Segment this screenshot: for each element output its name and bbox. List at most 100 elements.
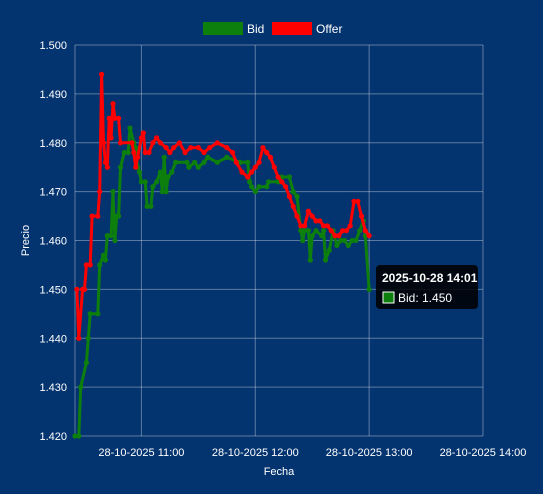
data-point-offer [279, 179, 285, 185]
data-point-offer [286, 193, 292, 200]
data-point-bid [264, 184, 270, 190]
data-point-offer [347, 223, 353, 229]
data-point-bid [163, 189, 169, 195]
data-point-bid [192, 159, 198, 165]
data-point-offer [140, 130, 146, 136]
data-point-bid [142, 179, 148, 185]
data-point-bid [165, 174, 171, 180]
data-point-bid [159, 189, 165, 195]
data-point-offer [102, 159, 108, 165]
data-point-offer [256, 159, 262, 165]
data-point-offer [207, 145, 213, 151]
data-point-bid [349, 237, 355, 244]
data-point-bid [326, 247, 332, 253]
data-point-bid [266, 179, 272, 185]
data-point-bid [148, 203, 154, 209]
data-point-offer [355, 198, 361, 204]
data-point-bid [205, 154, 211, 160]
data-point-bid [307, 257, 313, 263]
data-point-offer [117, 140, 124, 146]
data-point-offer [245, 174, 251, 180]
x-tick-label: 28-10-2025 11:00 [98, 447, 184, 459]
data-point-bid [157, 169, 163, 175]
data-point-bid [138, 179, 144, 185]
data-point-offer [224, 145, 230, 151]
data-point-bid [85, 335, 91, 341]
legend-swatch-offer [272, 22, 312, 35]
data-point-bid [294, 193, 300, 200]
y-tick-label: 1.470 [39, 187, 67, 199]
series-line-offer [75, 72, 371, 340]
y-tick-label: 1.490 [39, 89, 67, 101]
data-point-bid [309, 233, 315, 239]
data-point-offer [76, 335, 82, 341]
data-point-offer [100, 140, 107, 146]
data-point-bid [319, 233, 325, 239]
data-point-bid [256, 184, 262, 190]
data-point-offer [106, 115, 112, 121]
data-point-offer [275, 174, 281, 180]
data-point-offer [150, 140, 156, 146]
data-point-bid [353, 237, 359, 244]
data-point-bid [290, 189, 296, 195]
data-point-offer [163, 145, 169, 151]
data-point-bid [357, 228, 363, 234]
legend-label-offer: Offer [316, 22, 342, 36]
data-point-bid [112, 237, 118, 244]
data-point-offer [157, 140, 163, 146]
data-point-bid [110, 189, 116, 195]
data-point-bid [121, 149, 127, 156]
data-point-bid [338, 237, 344, 244]
data-point-bid [150, 184, 156, 190]
data-point-bid [184, 159, 190, 165]
data-point-offer [321, 223, 327, 229]
data-point-bid [322, 257, 329, 263]
data-point-offer [176, 140, 182, 146]
data-point-offer [239, 169, 245, 175]
data-point-bid [302, 228, 308, 234]
y-tick-label: 1.430 [39, 382, 67, 394]
y-axis-title: Precio [20, 225, 32, 256]
data-point-bid [97, 262, 103, 268]
data-point-offer [358, 213, 365, 219]
data-point-offer [267, 154, 274, 160]
y-tick-label: 1.450 [39, 284, 67, 296]
data-point-bid [83, 360, 89, 366]
data-point-bid [252, 189, 258, 195]
data-point-bid [125, 149, 131, 156]
data-point-offer [305, 208, 311, 214]
data-point-offer [195, 145, 201, 151]
data-point-bid [298, 228, 304, 234]
data-point-offer [99, 71, 105, 77]
legend-swatch-bid [203, 22, 243, 35]
data-point-offer [328, 228, 334, 234]
data-point-bid [201, 159, 207, 165]
data-point-offer [167, 149, 173, 156]
data-point-offer [116, 115, 122, 121]
data-point-offer [188, 145, 194, 151]
data-point-offer [260, 145, 266, 151]
data-point-offer [233, 159, 239, 165]
data-point-offer [171, 145, 177, 151]
data-point-offer [95, 213, 101, 219]
data-point-bid [300, 237, 306, 244]
data-point-offer [214, 140, 220, 146]
data-point-offer [340, 228, 346, 234]
data-point-bid [87, 311, 93, 317]
data-point-bid [154, 179, 160, 185]
data-point-bid [108, 233, 114, 239]
tooltip-title: 2025-10-28 14:01 [382, 271, 478, 285]
data-point-offer [201, 149, 207, 156]
data-point-bid [127, 125, 133, 131]
data-point-offer [336, 233, 342, 239]
data-point-bid [116, 213, 122, 219]
data-point-offer [182, 149, 188, 156]
data-point-offer [81, 286, 88, 292]
data-point-bid [214, 159, 220, 165]
data-point-bid [195, 164, 201, 170]
data-point-bid [100, 252, 107, 258]
y-tick-label: 1.440 [39, 333, 67, 345]
data-point-offer [133, 164, 139, 170]
